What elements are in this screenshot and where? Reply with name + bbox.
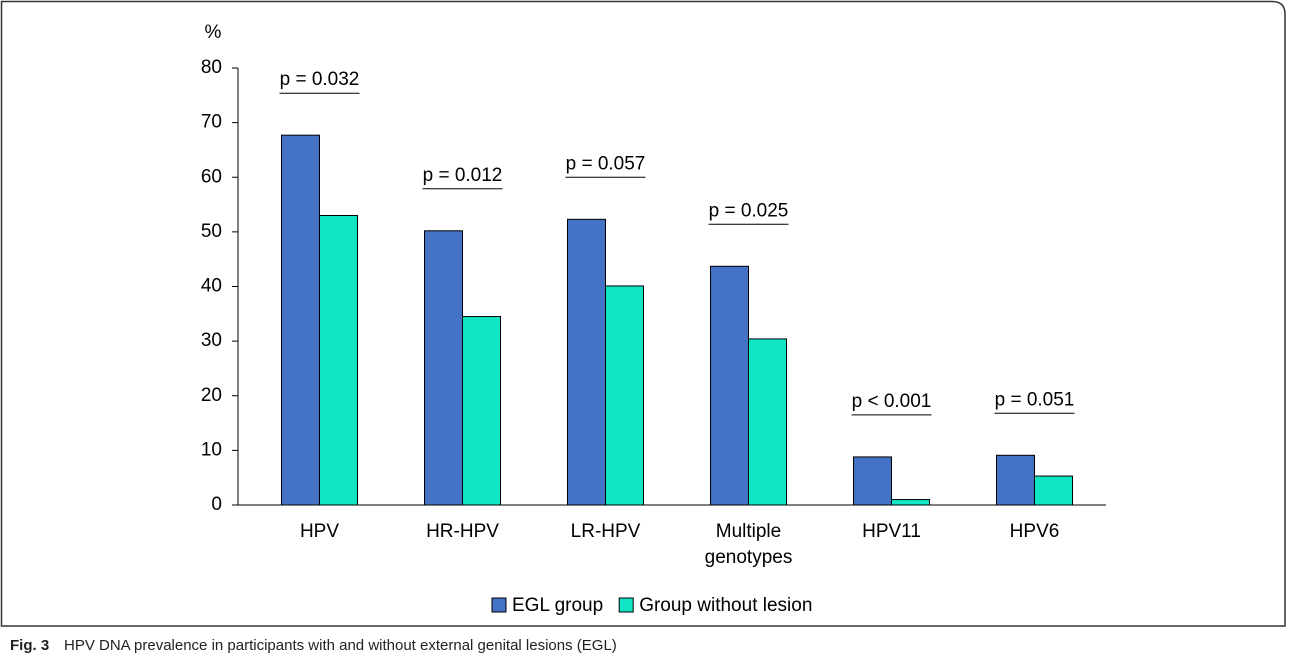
bar (567, 218, 606, 506)
bar (462, 316, 501, 506)
y-tick-label: 20 (201, 385, 222, 406)
annotation: p = 0.025 (709, 200, 789, 221)
y-tick-label: 80 (201, 57, 222, 78)
bar (605, 285, 644, 506)
y-tick-label: 10 (201, 439, 222, 460)
bar (710, 265, 749, 506)
y-tick-label: 70 (201, 112, 222, 133)
x-tick-label: HPV11 (862, 521, 921, 542)
figure-frame (0, 0, 1286, 627)
bar (1034, 475, 1073, 506)
annotation: p = 0.012 (423, 165, 503, 186)
annotation: p = 0.032 (280, 69, 360, 90)
bar (424, 230, 463, 506)
y-tick-label: 50 (201, 221, 222, 242)
y-tick-label: 60 (201, 166, 222, 187)
bar (853, 456, 892, 506)
x-tick-label: Multiple genotypes (705, 521, 793, 568)
legend-swatch (618, 597, 634, 613)
y-tick-label: 30 (201, 330, 222, 351)
caption-text: HPV DNA prevalence in participants with … (64, 637, 617, 654)
y-tick-label: 40 (201, 276, 222, 297)
annotation: p = 0.057 (566, 153, 646, 174)
bar (891, 499, 930, 506)
bar (281, 134, 320, 506)
legend-label: EGL group (512, 595, 603, 616)
legend-label: Group without lesion (639, 595, 812, 616)
x-tick-label: HR-HPV (426, 521, 499, 542)
bar (319, 214, 358, 506)
x-tick-label: HPV (300, 521, 339, 542)
y-tick-label: 0 (211, 494, 222, 515)
bar (996, 454, 1035, 506)
annotation: p = 0.051 (995, 389, 1075, 410)
caption-label: Fig. 3 (10, 637, 49, 654)
x-tick-label: HPV6 (1010, 521, 1060, 542)
y-axis-label: % (205, 22, 222, 43)
annotation: p < 0.001 (852, 391, 932, 412)
bar (748, 338, 787, 506)
legend-swatch (491, 597, 507, 613)
x-tick-label: LR-HPV (571, 521, 641, 542)
